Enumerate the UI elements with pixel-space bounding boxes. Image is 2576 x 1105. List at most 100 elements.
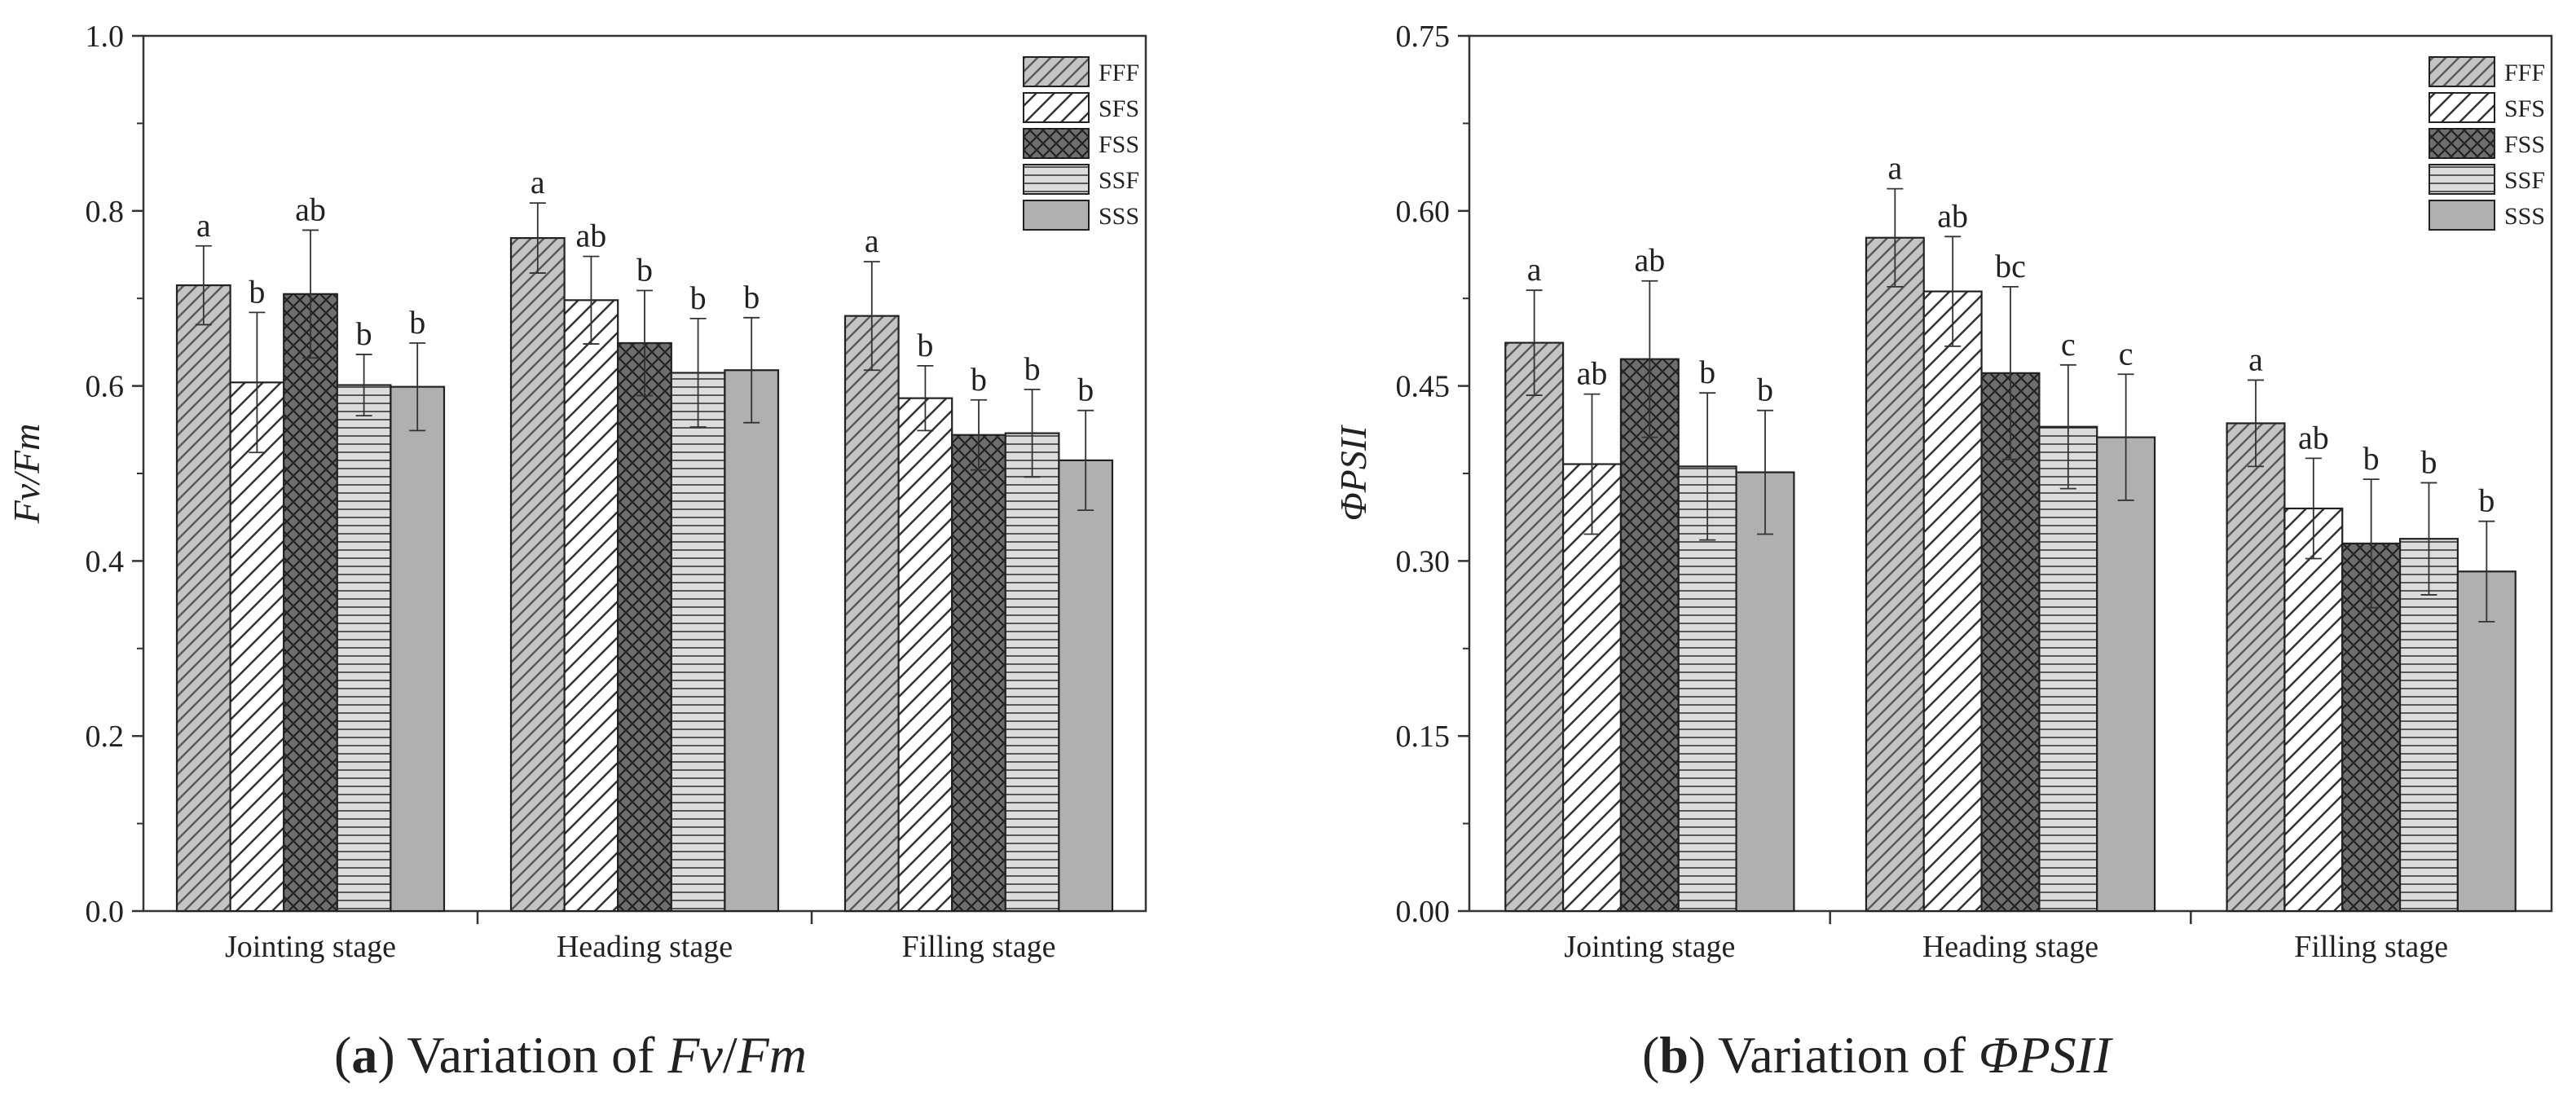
legend-swatch-sss [2428, 200, 2495, 231]
bar-sfs [563, 299, 619, 913]
bar-fss [1980, 372, 2041, 913]
legend-swatch-sss [1023, 200, 1090, 231]
x-tick-label: Heading stage [557, 930, 733, 964]
significance-label: b [743, 279, 760, 315]
significance-label: a [2248, 341, 2263, 377]
caption-a-letter: a [351, 1026, 378, 1084]
significance-label: b [690, 280, 707, 316]
significance-label: b [249, 273, 265, 310]
legend-swatch-fff [1023, 56, 1090, 87]
legend-swatch-sfs [2428, 92, 2495, 123]
significance-label: c [2119, 335, 2133, 372]
caption-a-var1: Fv [667, 1026, 723, 1084]
y-tick-label: 0.2 [86, 720, 125, 754]
significance-label: b [1077, 372, 1094, 408]
bar-fff [1865, 236, 1925, 913]
bar-sfs [229, 381, 285, 913]
legend-label: FSS [2504, 131, 2545, 158]
legend-label: FFF [1099, 59, 1139, 86]
bar-fff [175, 284, 231, 913]
significance-label: a [865, 222, 879, 259]
bar-sss [1735, 471, 1795, 913]
significance-label: a [1887, 150, 1902, 187]
legend-label: SSS [1099, 203, 1139, 230]
bar-sfs [897, 397, 953, 913]
legend-swatch-fff [2428, 56, 2495, 87]
significance-label: b [1699, 354, 1715, 390]
caption-b-var: ΦPSII [1978, 1026, 2111, 1084]
bar-fff [509, 236, 566, 913]
significance-label: ab [576, 218, 607, 254]
significance-label: a [196, 207, 211, 244]
significance-label: ab [2298, 419, 2329, 456]
x-tick-label: Jointing stage [1564, 930, 1735, 964]
y-tick-label: 0.15 [1396, 720, 1451, 754]
y-tick-label: 0.45 [1396, 370, 1451, 404]
bar-ssf [336, 384, 392, 913]
caption-a: (a) Variation of Fv/Fm [334, 1026, 807, 1084]
caption-a-slash: / [722, 1026, 738, 1084]
y-tick-label: 0.4 [86, 544, 125, 579]
significance-label: b [636, 252, 653, 288]
caption-a-var2: Fm [737, 1026, 807, 1084]
chart-phipsii: 0.00 0.15 0.30 0.45 0.60 0.75 ΦPSII Jointing st… [1332, 20, 2553, 964]
bar-sfs [2283, 507, 2344, 913]
significance-label: ab [1577, 355, 1608, 392]
legend-swatch-ssf [2428, 164, 2495, 195]
legend-label: SSF [2504, 167, 2545, 194]
y-tick-label: 0.75 [1396, 20, 1451, 54]
legend-swatch-ssf [1023, 164, 1090, 195]
bar-fss [283, 293, 338, 913]
x-tick-label: Filling stage [902, 930, 1056, 964]
bar-sfs [1922, 290, 1983, 913]
bar-ssf [1004, 432, 1060, 913]
significance-label: ab [1937, 197, 1968, 234]
bar-sss [724, 369, 780, 913]
significance-label: b [409, 304, 425, 341]
legend-label: FSS [1099, 131, 1139, 158]
significance-label: b [971, 361, 987, 398]
y-tick-label: 0.0 [86, 895, 125, 929]
y-axis-label: ΦPSII [1332, 424, 1374, 521]
legend-label: SFS [1099, 95, 1139, 122]
bar-sss [390, 385, 446, 913]
caption-b-letter: b [1659, 1026, 1689, 1084]
significance-label: b [2478, 482, 2495, 519]
bar-sss [2096, 436, 2156, 913]
bar-fff [843, 315, 900, 913]
significance-label: a [531, 164, 545, 200]
bar-fss [1619, 358, 1680, 913]
y-tick-label: 1.0 [86, 20, 125, 54]
legend-swatch-fss [1023, 128, 1090, 159]
significance-label: b [2363, 440, 2380, 477]
bar-fss [951, 434, 1006, 913]
legend-swatch-sfs [1023, 92, 1090, 123]
y-tick-label: 0.30 [1396, 544, 1451, 579]
x-tick-label: Filling stage [2294, 930, 2448, 964]
bar-ssf [2038, 425, 2098, 913]
y-tick-label: 0.8 [86, 195, 125, 229]
significance-label: ab [1634, 242, 1665, 279]
bar-fff [1504, 341, 1565, 913]
bar-ssf [670, 372, 726, 913]
x-tick-label: Heading stage [1922, 930, 2098, 964]
caption-a-text: Variation of [407, 1026, 655, 1084]
y-tick-label: 0.6 [86, 370, 125, 404]
legend-label: FFF [2504, 59, 2545, 86]
bar-sss [1058, 459, 1114, 913]
legend-swatch-fss [2428, 128, 2495, 159]
significance-label: b [356, 315, 372, 352]
bar-sfs [1561, 463, 1623, 913]
legend-label: SFS [2504, 95, 2545, 122]
significance-label: b [1024, 350, 1041, 387]
significance-label: b [1757, 372, 1773, 408]
bar-fff [2226, 422, 2286, 913]
significance-label: ab [295, 191, 326, 227]
bar-sss [2456, 570, 2517, 913]
y-tick-label: 0.60 [1396, 195, 1451, 229]
significance-label: b [2420, 443, 2437, 480]
caption-b: (b) Variation of ΦPSII [1642, 1026, 2111, 1084]
significance-label: b [917, 327, 933, 363]
